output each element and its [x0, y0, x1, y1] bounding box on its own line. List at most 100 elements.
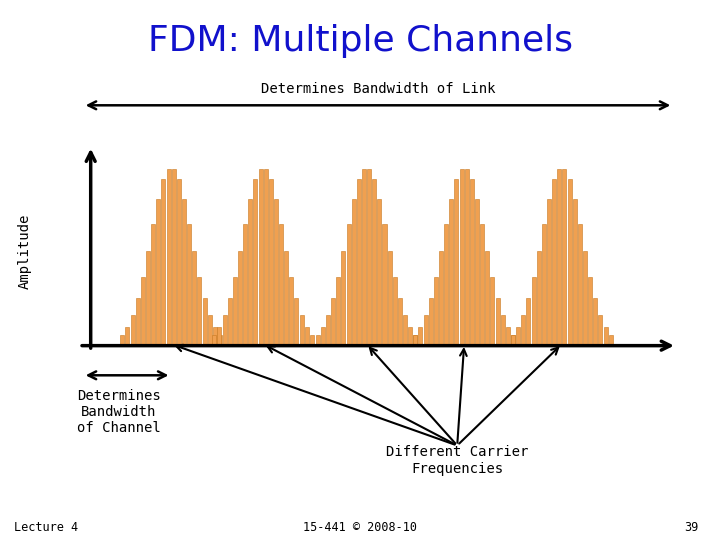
- Bar: [526, 298, 531, 346]
- Bar: [161, 179, 166, 346]
- Bar: [367, 168, 371, 346]
- Bar: [346, 224, 351, 346]
- Bar: [177, 179, 181, 346]
- Bar: [567, 179, 572, 346]
- Bar: [475, 199, 479, 346]
- Bar: [218, 335, 222, 346]
- Bar: [233, 276, 237, 346]
- Bar: [202, 298, 207, 346]
- Bar: [315, 335, 320, 346]
- Bar: [578, 224, 582, 346]
- Bar: [274, 199, 278, 346]
- Bar: [408, 327, 413, 346]
- Bar: [562, 168, 567, 346]
- Bar: [531, 276, 536, 346]
- Bar: [423, 315, 428, 346]
- Bar: [403, 315, 407, 346]
- Bar: [125, 327, 130, 346]
- Bar: [130, 315, 135, 346]
- Bar: [506, 327, 510, 346]
- Bar: [362, 168, 366, 346]
- Bar: [264, 168, 268, 346]
- Bar: [485, 251, 490, 346]
- Bar: [146, 251, 150, 346]
- Bar: [248, 199, 252, 346]
- Bar: [393, 276, 397, 346]
- Bar: [212, 335, 216, 346]
- Bar: [434, 276, 438, 346]
- Bar: [258, 168, 263, 346]
- Bar: [521, 315, 526, 346]
- Bar: [151, 224, 155, 346]
- Bar: [156, 199, 161, 346]
- Bar: [253, 179, 257, 346]
- Bar: [372, 179, 377, 346]
- Bar: [516, 327, 520, 346]
- Bar: [166, 168, 171, 346]
- Bar: [182, 199, 186, 346]
- Bar: [331, 298, 335, 346]
- Bar: [377, 199, 382, 346]
- Text: Determines Bandwidth of Link: Determines Bandwidth of Link: [261, 82, 495, 96]
- Bar: [500, 315, 505, 346]
- Bar: [444, 224, 449, 346]
- Bar: [141, 276, 145, 346]
- Bar: [439, 251, 443, 346]
- Bar: [228, 298, 232, 346]
- Bar: [557, 168, 562, 346]
- Bar: [495, 298, 500, 346]
- Text: Determines
Bandwidth
of Channel: Determines Bandwidth of Channel: [77, 389, 161, 435]
- Bar: [171, 168, 176, 346]
- Bar: [213, 327, 217, 346]
- Bar: [284, 251, 288, 346]
- Bar: [357, 179, 361, 346]
- Bar: [197, 276, 202, 346]
- Bar: [413, 335, 418, 346]
- Bar: [608, 335, 613, 346]
- Bar: [387, 251, 392, 346]
- Bar: [583, 251, 587, 346]
- Bar: [294, 298, 299, 346]
- Bar: [289, 276, 293, 346]
- Bar: [511, 335, 515, 346]
- Bar: [480, 224, 484, 346]
- Bar: [418, 327, 423, 346]
- Bar: [382, 224, 387, 346]
- Text: Lecture 4: Lecture 4: [14, 521, 78, 534]
- Bar: [269, 179, 273, 346]
- Bar: [398, 298, 402, 346]
- Bar: [449, 199, 454, 346]
- Bar: [572, 199, 577, 346]
- Bar: [279, 224, 283, 346]
- Bar: [598, 315, 603, 346]
- Bar: [470, 179, 474, 346]
- Bar: [459, 168, 464, 346]
- Bar: [310, 335, 314, 346]
- Bar: [135, 298, 140, 346]
- Bar: [588, 276, 592, 346]
- Bar: [552, 179, 556, 346]
- Text: 15-441 © 2008-10: 15-441 © 2008-10: [303, 521, 417, 534]
- Bar: [454, 179, 459, 346]
- Bar: [222, 315, 227, 346]
- Bar: [300, 315, 304, 346]
- Bar: [603, 327, 608, 346]
- Bar: [351, 199, 356, 346]
- Bar: [321, 327, 325, 346]
- Text: 39: 39: [684, 521, 698, 534]
- Bar: [207, 315, 212, 346]
- Text: Amplitude: Amplitude: [18, 213, 32, 289]
- Bar: [536, 251, 541, 346]
- Bar: [413, 335, 418, 346]
- Bar: [120, 335, 125, 346]
- Text: FDM: Multiple Channels: FDM: Multiple Channels: [148, 24, 572, 58]
- Bar: [429, 298, 433, 346]
- Bar: [490, 276, 495, 346]
- Text: Different Carrier
Frequencies: Different Carrier Frequencies: [386, 446, 528, 476]
- Bar: [243, 224, 247, 346]
- Bar: [465, 168, 469, 346]
- Bar: [217, 327, 221, 346]
- Bar: [326, 315, 330, 346]
- Bar: [547, 199, 551, 346]
- Bar: [511, 335, 515, 346]
